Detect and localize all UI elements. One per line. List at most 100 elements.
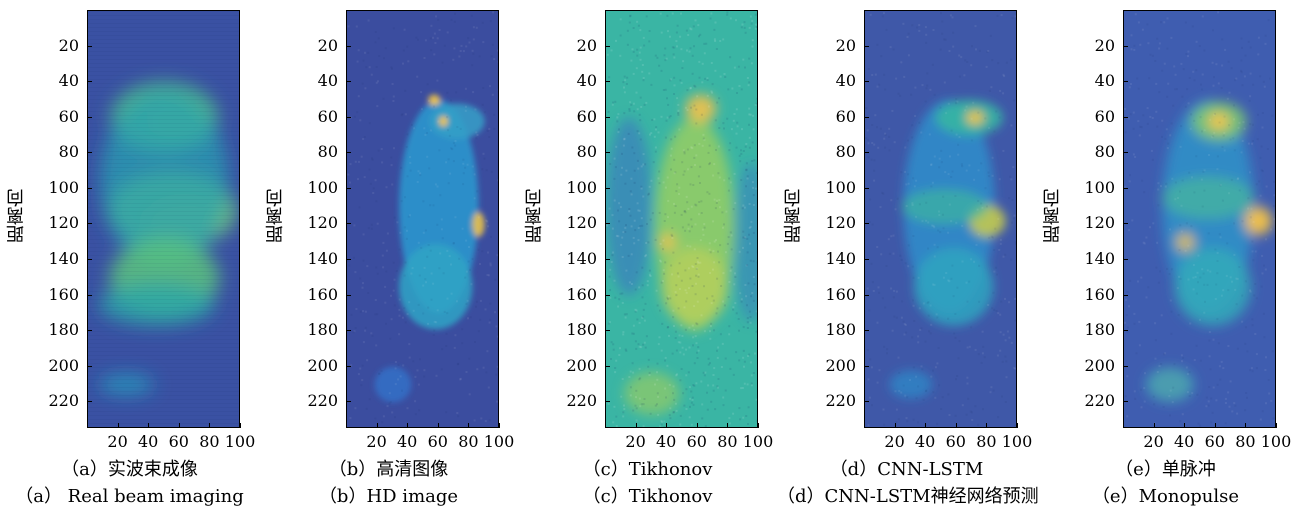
speckle <box>656 56 659 59</box>
speckle <box>648 273 651 276</box>
speckle <box>465 45 468 48</box>
speckle <box>1241 84 1244 87</box>
speckle <box>644 346 647 349</box>
speckle <box>736 125 739 128</box>
speckle <box>915 428 917 429</box>
speckle <box>385 270 388 273</box>
speckle <box>643 319 646 322</box>
speckle <box>367 227 370 230</box>
speckle <box>726 117 729 120</box>
speckle <box>631 362 634 365</box>
scan-line <box>88 319 239 320</box>
speckle <box>621 166 623 169</box>
speckle <box>714 21 717 24</box>
speckle <box>400 166 403 169</box>
speckle <box>362 59 365 62</box>
speckle <box>423 375 426 378</box>
speckle <box>1213 113 1216 116</box>
heatmap-blob <box>1176 233 1195 252</box>
speckle <box>866 129 869 132</box>
y-axis-label: 距离向 <box>265 189 286 243</box>
speckle <box>900 391 903 394</box>
speckle <box>741 387 744 389</box>
speckle <box>641 266 644 269</box>
speckle <box>709 362 711 365</box>
speckle <box>700 113 703 116</box>
heatmap-blob <box>661 247 729 326</box>
speckle <box>748 146 751 149</box>
speckle <box>417 383 420 386</box>
speckle <box>710 400 713 403</box>
speckle <box>367 51 370 54</box>
speckle <box>938 384 941 387</box>
speckle <box>755 102 757 105</box>
speckle <box>674 135 677 138</box>
speckle <box>1161 119 1164 122</box>
y-tick-mark <box>864 259 869 261</box>
speckle <box>624 226 627 229</box>
speckle <box>1233 104 1235 107</box>
speckle <box>704 425 707 427</box>
speckle <box>624 230 627 233</box>
heatmap-blob <box>98 283 215 326</box>
speckle <box>746 304 748 307</box>
speckle <box>1241 294 1244 297</box>
speckle <box>885 28 888 31</box>
speckle <box>615 234 618 237</box>
speckle <box>356 111 359 114</box>
speckle <box>740 88 743 91</box>
speckle <box>1140 276 1143 279</box>
speckle <box>1152 222 1155 225</box>
speckle <box>429 249 432 252</box>
speckle <box>970 139 973 142</box>
speckle <box>496 254 498 257</box>
speckle <box>957 143 960 146</box>
speckle <box>1133 322 1136 325</box>
speckle <box>468 393 471 396</box>
speckle <box>925 87 928 90</box>
speckle <box>618 220 621 223</box>
speckle <box>686 89 689 92</box>
speckle <box>911 124 914 127</box>
speckle <box>935 313 938 316</box>
speckle <box>626 29 629 32</box>
speckle <box>672 411 675 414</box>
speckle <box>636 159 639 162</box>
speckle <box>433 32 436 35</box>
speckle <box>453 47 456 50</box>
speckle <box>400 114 403 117</box>
speckle <box>424 39 427 42</box>
speckle <box>616 116 619 119</box>
speckle <box>907 265 910 268</box>
speckle <box>682 353 685 356</box>
speckle <box>646 223 648 225</box>
speckle <box>893 289 896 292</box>
y-tick-label: 120 <box>307 213 338 233</box>
scan-line <box>88 323 239 324</box>
speckle <box>679 414 682 417</box>
speckle <box>695 322 698 325</box>
y-tick-label: 40 <box>317 71 338 91</box>
speckle <box>1251 324 1254 327</box>
speckle <box>695 204 698 207</box>
speckle <box>727 296 730 298</box>
heatmap-blob <box>606 117 652 296</box>
speckle <box>902 384 905 387</box>
speckle <box>698 60 701 63</box>
speckle <box>877 286 880 289</box>
speckle <box>464 276 467 279</box>
scan-line <box>88 131 239 132</box>
speckle <box>722 38 725 41</box>
speckle <box>732 119 735 122</box>
speckle <box>424 133 427 136</box>
speckle <box>484 420 487 423</box>
speckle <box>921 220 924 223</box>
speckle <box>402 49 405 52</box>
speckle <box>981 352 984 355</box>
speckle <box>446 297 449 300</box>
speckle <box>612 421 615 424</box>
speckle <box>606 224 609 227</box>
speckle <box>893 315 896 318</box>
speckle <box>627 254 630 257</box>
speckle <box>991 307 994 310</box>
